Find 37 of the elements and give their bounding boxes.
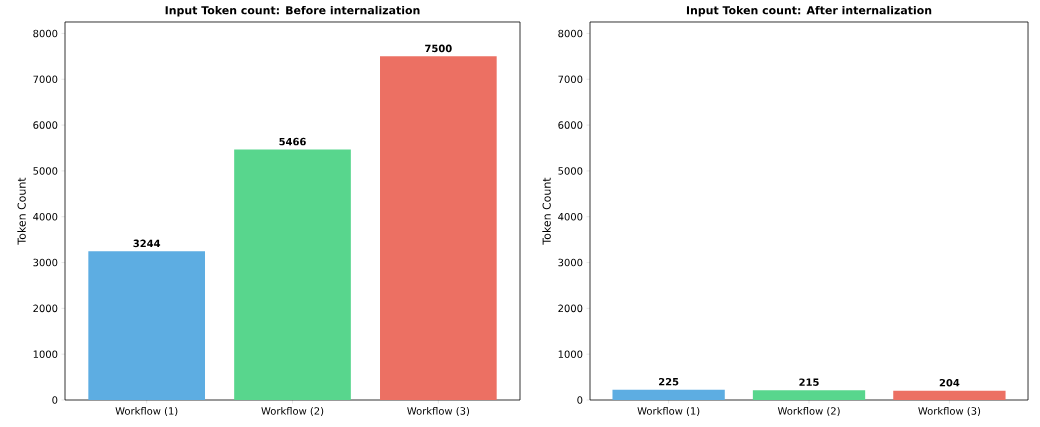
x-tick-label: Workflow (1) <box>115 407 178 416</box>
y-tick-label: 2000 <box>558 304 583 313</box>
y-tick-label: 0 <box>577 396 583 404</box>
data-label: 225 <box>659 377 679 386</box>
y-tick-label: 4000 <box>558 212 583 221</box>
chart-title: Input Token count: After internalization <box>686 5 932 17</box>
y-tick-label: 0 <box>52 396 58 404</box>
y-tick-label: 2000 <box>33 304 58 313</box>
x-tick-label: Workflow (3) <box>918 407 981 416</box>
y-tick-label: 1000 <box>558 350 583 358</box>
y-tick-label: 3000 <box>558 258 583 267</box>
chart-title: Input Token count: Before internalization <box>165 5 420 17</box>
y-axis-title: Token Count <box>542 177 551 245</box>
bar <box>234 149 351 400</box>
y-tick-label: 6000 <box>558 121 583 129</box>
y-tick-label: 5000 <box>558 167 583 175</box>
bar <box>88 251 206 400</box>
x-tick-label: Workflow (2) <box>777 407 840 416</box>
y-tick-label: 5000 <box>33 167 58 175</box>
y-tick-label: 6000 <box>33 121 58 129</box>
y-tick-label: 7000 <box>558 75 583 84</box>
data-label: 204 <box>939 378 960 387</box>
bar <box>380 56 497 400</box>
y-tick-label: 1000 <box>33 350 58 358</box>
y-tick-label: 3000 <box>33 258 58 267</box>
x-tick-label: Workflow (2) <box>261 407 324 416</box>
y-tick-label: 8000 <box>33 29 58 38</box>
y-tick-label: 7000 <box>33 75 58 84</box>
x-tick-label: Workflow (1) <box>637 407 700 416</box>
y-tick-label: 8000 <box>558 29 583 38</box>
data-label: 5466 <box>279 137 306 146</box>
y-axis-title: Token Count <box>17 177 26 245</box>
data-label: 7500 <box>425 44 452 53</box>
y-tick-label: 4000 <box>33 212 58 221</box>
x-tick-label: Workflow (3) <box>407 407 469 416</box>
data-label: 3244 <box>133 239 161 248</box>
data-label: 215 <box>799 378 819 386</box>
